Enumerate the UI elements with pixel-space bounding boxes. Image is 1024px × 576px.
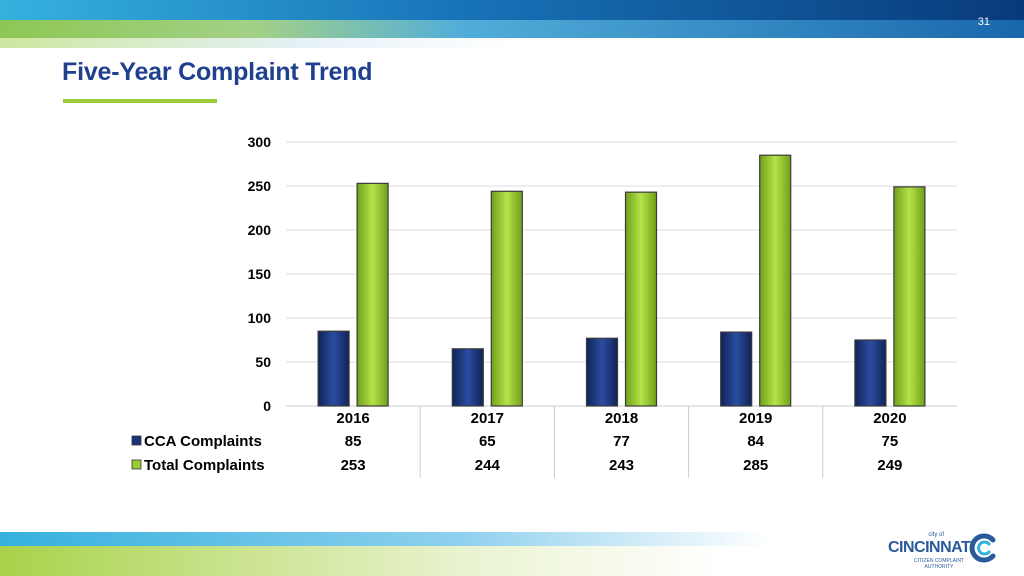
table-value: 244 — [475, 457, 501, 474]
legend-label: CCA Complaints — [144, 433, 262, 450]
x-category-label: 2018 — [605, 410, 638, 427]
cca-bar-2016 — [317, 330, 350, 407]
table-value: 253 — [341, 457, 366, 474]
y-tick-label: 250 — [248, 178, 272, 194]
table-value: 285 — [743, 457, 768, 474]
table-value: 75 — [882, 433, 899, 450]
total-bar-2020 — [893, 186, 926, 407]
page-title: Five-Year Complaint Trend — [62, 58, 373, 86]
table-value: 65 — [479, 433, 496, 450]
footer-banner — [0, 532, 1024, 576]
logo-c-icon — [969, 533, 996, 563]
table-value: 84 — [747, 433, 764, 450]
x-category-label: 2017 — [471, 410, 504, 427]
logo-subtitle-line2: AUTHORITY — [924, 564, 954, 570]
y-tick-label: 0 — [263, 398, 271, 414]
logo-subtitle-line1: CITIZEN COMPLAINT — [913, 558, 964, 564]
legend-swatch — [131, 459, 142, 470]
table-value: 77 — [613, 433, 630, 450]
cca-bar-2020 — [854, 339, 887, 407]
x-category-label: 2019 — [739, 410, 772, 427]
logo-city-of: city of — [928, 532, 944, 538]
x-category-label: 2016 — [336, 410, 369, 427]
y-tick-label: 100 — [248, 310, 272, 326]
table-value: 85 — [345, 433, 362, 450]
header-banner — [0, 0, 1024, 48]
y-tick-label: 200 — [248, 222, 272, 238]
total-bar-2017 — [490, 190, 523, 407]
cca-bar-2018 — [585, 337, 619, 407]
total-bar-2016 — [356, 182, 389, 407]
title-underline — [63, 99, 217, 103]
y-tick-label: 50 — [255, 354, 271, 370]
cca-bar-2017 — [451, 348, 484, 407]
cincinnati-logo: city of CINCINNATI CITIZEN COMPLAINT AUT… — [882, 530, 1002, 574]
y-tick-label: 150 — [248, 266, 272, 282]
page-number: 31 — [977, 16, 990, 28]
complaint-bar-chart: 0 50 100 150 200 250 300 2016 85 253 2017 65 244 201… — [131, 134, 957, 478]
legend-label: Total Complaints — [144, 457, 265, 474]
table-value: 249 — [877, 457, 902, 474]
legend-swatch — [131, 435, 142, 446]
total-bar-2019 — [759, 154, 792, 407]
y-tick-label: 300 — [248, 134, 272, 150]
logo-subtitle: CITIZEN COMPLAINT AUTHORITY — [908, 558, 970, 570]
logo-name: CINCINNATI — [888, 539, 975, 556]
table-value: 243 — [609, 457, 634, 474]
x-category-label: 2020 — [873, 410, 906, 427]
cca-bar-2019 — [720, 331, 753, 407]
total-bar-2018 — [624, 191, 658, 407]
